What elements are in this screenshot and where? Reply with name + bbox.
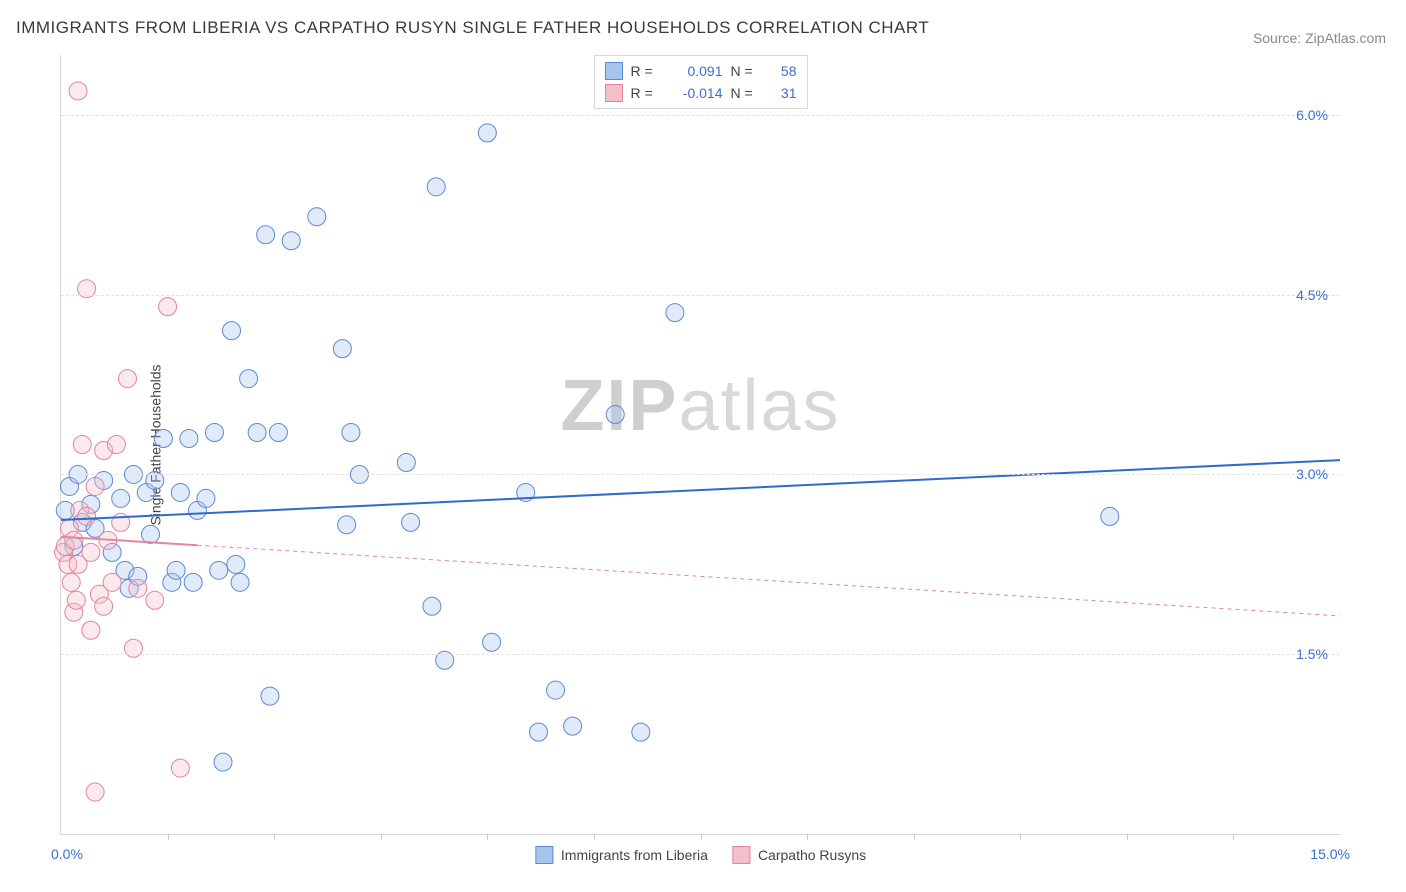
scatter-point [547,681,565,699]
scatter-point [184,573,202,591]
scatter-point [65,531,83,549]
scatter-point [240,370,258,388]
scatter-point [82,621,100,639]
scatter-point [483,633,501,651]
scatter-point [427,178,445,196]
chart-title: IMMIGRANTS FROM LIBERIA VS CARPATHO RUSY… [16,18,929,38]
legend-label-0: Immigrants from Liberia [561,847,708,863]
scatter-point [666,304,684,322]
scatter-point [333,340,351,358]
x-tick [1127,834,1128,840]
gridline [61,654,1340,655]
legend-swatch-bottom-1 [732,846,750,864]
scatter-point [214,753,232,771]
scatter-point [112,489,130,507]
scatter-point [129,579,147,597]
legend-item-0: Immigrants from Liberia [535,846,708,864]
x-tick [274,834,275,840]
scatter-point [478,124,496,142]
scatter-point [154,430,172,448]
scatter-point [342,424,360,442]
y-tick-label: 6.0% [1296,107,1328,123]
scatter-point [159,298,177,316]
x-tick [487,834,488,840]
scatter-point [529,723,547,741]
y-tick-label: 4.5% [1296,287,1328,303]
plot-area: Single Father Households ZIPatlas R = 0.… [60,55,1340,835]
scatter-point [62,573,80,591]
scatter-point [269,424,287,442]
x-tick [594,834,595,840]
scatter-point [338,516,356,534]
scatter-point [223,322,241,340]
x-tick [1020,834,1021,840]
scatter-point [248,424,266,442]
x-tick [168,834,169,840]
source-label: Source: ZipAtlas.com [1253,30,1386,46]
scatter-point [67,591,85,609]
scatter-point [210,561,228,579]
gridline [61,115,1340,116]
scatter-point [397,453,415,471]
scatter-point [282,232,300,250]
scatter-point [103,573,121,591]
scatter-point [197,489,215,507]
legend-item-1: Carpatho Rusyns [732,846,866,864]
scatter-point [167,561,185,579]
scatter-point [564,717,582,735]
x-tick [807,834,808,840]
scatter-point [632,723,650,741]
trend-line [197,545,1340,616]
x-tick [1233,834,1234,840]
scatter-point [82,543,100,561]
scatter-point [69,82,87,100]
scatter-point [231,573,249,591]
scatter-point [261,687,279,705]
x-tick [381,834,382,840]
scatter-point [171,483,189,501]
chart-svg [61,55,1340,834]
scatter-point [146,591,164,609]
trend-line [61,460,1340,520]
scatter-point [95,597,113,615]
scatter-point [1101,507,1119,525]
x-axis-min-label: 0.0% [51,846,83,862]
scatter-point [205,424,223,442]
x-axis-max-label: 15.0% [1310,846,1350,862]
scatter-point [86,783,104,801]
y-tick-label: 1.5% [1296,646,1328,662]
x-tick [914,834,915,840]
scatter-point [423,597,441,615]
x-tick [701,834,702,840]
scatter-point [402,513,420,531]
gridline [61,295,1340,296]
scatter-point [78,507,96,525]
scatter-point [86,477,104,495]
scatter-point [606,406,624,424]
legend-swatch-bottom-0 [535,846,553,864]
gridline [61,474,1340,475]
y-tick-label: 3.0% [1296,466,1328,482]
scatter-point [142,525,160,543]
scatter-point [308,208,326,226]
scatter-point [107,436,125,454]
scatter-point [171,759,189,777]
scatter-point [180,430,198,448]
legend-label-1: Carpatho Rusyns [758,847,866,863]
scatter-point [257,226,275,244]
scatter-point [73,436,91,454]
scatter-point [119,370,137,388]
legend-series: Immigrants from Liberia Carpatho Rusyns [535,846,866,864]
scatter-point [227,555,245,573]
